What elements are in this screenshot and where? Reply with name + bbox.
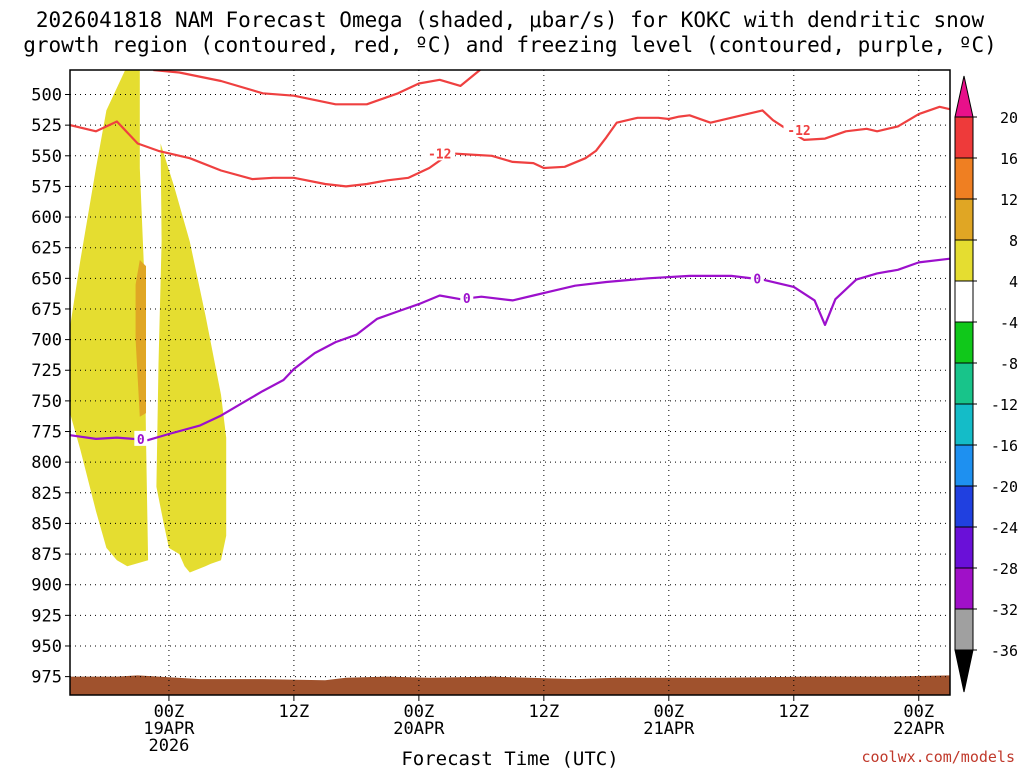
x-tick-label-2-0: 00Z	[404, 702, 435, 722]
y-axis: 500 525 550 575 600 625 650 675 700 725 750 775 800 8…	[31, 86, 70, 688]
colorbar-label-12: -32	[991, 601, 1018, 619]
title-line-1: 2026041818 NAM Forecast Omega (shaded, μ…	[36, 8, 985, 32]
y-tick-label-18: 950	[31, 637, 62, 657]
contour-label-bg-2	[460, 289, 474, 305]
colorbar-label-10: -24	[991, 519, 1018, 537]
y-tick-label-16: 900	[31, 576, 62, 596]
colorbar-label-1: 16	[1000, 150, 1018, 168]
shaded-region-2	[135, 260, 146, 417]
y-tick-label-1: 525	[31, 116, 62, 136]
grid-lines	[70, 70, 950, 695]
colorbar-label-13: -36	[991, 642, 1018, 660]
colorbar-label-11: -28	[991, 560, 1018, 578]
chart-title: 2026041818 NAM Forecast Omega (shaded, μ…	[23, 8, 997, 57]
colorbar-label-0: 20	[1000, 109, 1018, 127]
colorbar-label-6: -8	[1000, 355, 1018, 373]
x-tick-label-3-0: 12Z	[528, 702, 559, 722]
colorbar-label-8: -16	[991, 437, 1018, 455]
y-tick-label-17: 925	[31, 606, 62, 626]
y-tick-label-5: 625	[31, 239, 62, 259]
contour-label-2: 0	[463, 292, 471, 307]
colorbar-bin-10	[954, 526, 974, 569]
shaded-layer	[70, 70, 950, 695]
credit-text: coolwx.com/models	[861, 748, 1015, 766]
y-tick-label-12: 800	[31, 453, 62, 473]
contour-label-4: 0	[137, 433, 145, 448]
shaded-region-0	[70, 70, 149, 567]
colorbar-arrow-top	[954, 75, 974, 118]
colorbar-arrow-bottom	[954, 649, 974, 693]
colorbar-bin-6	[954, 362, 974, 405]
colorbar-bin-11	[954, 567, 974, 610]
x-tick-label-2-1: 20APR	[393, 719, 445, 739]
colorbar-label-5: -4	[1000, 314, 1018, 332]
colorbar-bin-1	[954, 157, 974, 200]
colorbar-bin-0	[954, 116, 974, 159]
colorbar-bin-5	[954, 321, 974, 364]
colorbar-bin-2	[954, 198, 974, 241]
x-tick-label-1-0: 12Z	[279, 702, 310, 722]
colorbar-bin-12	[954, 608, 974, 651]
colorbar-label-4: 4	[1009, 273, 1018, 291]
y-tick-label-15: 875	[31, 545, 62, 565]
contour-labels: -12 -12 0 0 0	[134, 122, 815, 448]
x-tick-label-4-1: 21APR	[643, 719, 695, 739]
colorbar-label-9: -20	[991, 478, 1018, 496]
x-tick-label-0-2: 2026	[148, 736, 189, 756]
colorbar-bin-7	[954, 403, 974, 446]
contour-label-bg-1	[783, 122, 815, 138]
y-tick-label-10: 750	[31, 392, 62, 412]
y-tick-label-6: 650	[31, 269, 62, 289]
contour-label-bg-3	[750, 270, 764, 286]
y-tick-label-3: 575	[31, 177, 62, 197]
contour-label-1: -12	[787, 124, 810, 139]
shaded-region-3	[70, 675, 950, 695]
y-tick-label-19: 975	[31, 668, 62, 688]
y-tick-label-9: 725	[31, 361, 62, 381]
contour-label-3: 0	[753, 272, 761, 287]
x-axis-label: Forecast Time (UTC)	[401, 748, 618, 768]
y-tick-label-7: 675	[31, 300, 62, 320]
y-tick-label-14: 850	[31, 514, 62, 534]
y-tick-label-0: 500	[31, 86, 62, 106]
colorbar-label-2: 12	[1000, 191, 1018, 209]
plot-frame	[69, 69, 951, 696]
contour-label-0: -12	[428, 147, 451, 162]
colorbar-bin-8	[954, 444, 974, 487]
contour-label-bg-4	[134, 430, 148, 446]
colorbar: 20 16 12 8 4 -4 -8 -12 -16 -20 -24 -28 -32 -36	[954, 75, 1018, 693]
colorbar-bin-4	[954, 280, 974, 323]
title-line-2: growth region (contoured, red, ºC) and f…	[23, 33, 997, 57]
colorbar-bin-3	[954, 239, 974, 282]
x-tick-label-6-0: 00Z	[903, 702, 934, 722]
y-tick-label-8: 700	[31, 331, 62, 351]
y-tick-label-13: 825	[31, 484, 62, 504]
contour-line-1	[70, 105, 950, 188]
y-tick-label-11: 775	[31, 423, 62, 443]
contour-label-bg-0	[424, 145, 456, 161]
x-tick-label-6-1: 22APR	[893, 719, 945, 739]
x-tick-label-4-0: 00Z	[653, 702, 684, 722]
x-tick-label-5-0: 12Z	[778, 702, 809, 722]
contour-line-0	[153, 70, 482, 106]
colorbar-label-3: 8	[1009, 232, 1018, 250]
y-tick-label-2: 550	[31, 147, 62, 167]
colorbar-bin-9	[954, 485, 974, 528]
x-tick-label-0-0: 00Z	[154, 702, 185, 722]
shaded-region-1	[156, 143, 227, 573]
y-tick-label-4: 600	[31, 208, 62, 228]
colorbar-label-7: -12	[991, 396, 1018, 414]
x-tick-label-0-1: 19APR	[143, 719, 195, 739]
